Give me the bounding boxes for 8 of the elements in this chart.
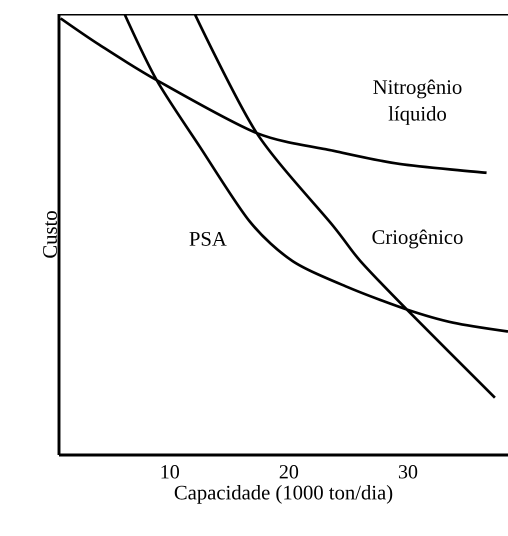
x-tick-label: 30: [398, 465, 418, 479]
x-tick-label: 20: [280, 465, 298, 479]
x-tick-label: 10: [162, 465, 180, 479]
series-label: PSA: [190, 232, 227, 246]
y-axis-title: Custo: [43, 211, 57, 258]
series-label: Criogênico: [372, 230, 463, 248]
x-axis-title: Capacidade (1000 ton/dia): [174, 485, 392, 504]
series-label: Nitrogênio líquido: [373, 79, 462, 125]
